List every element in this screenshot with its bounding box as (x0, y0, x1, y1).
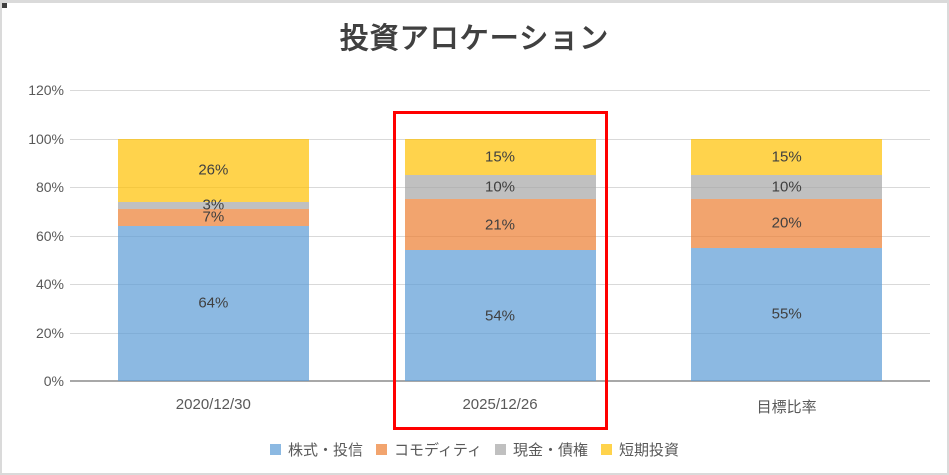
category-label: 2025/12/26 (462, 396, 538, 413)
bar-segment[interactable] (117, 225, 309, 381)
legend-label: コモディティ (393, 442, 483, 459)
data-label: 21% (484, 216, 516, 234)
legend-item[interactable]: コモディティ (375, 439, 483, 460)
legend-label: 現金・債権 (513, 442, 589, 459)
legend-item[interactable]: 短期投資 (601, 439, 679, 460)
legend-item[interactable]: 現金・債権 (495, 439, 588, 460)
category-label: 目標比率 (756, 399, 817, 416)
bar-segment[interactable] (691, 138, 883, 175)
legend-label: 株式・投信 (287, 442, 363, 459)
bar-segment[interactable] (404, 138, 596, 175)
data-label: 20% (771, 214, 802, 232)
highlight-red-box[interactable] (392, 111, 608, 430)
bar-segment[interactable] (691, 199, 883, 248)
chart-title: 投資アロケーション (339, 23, 610, 55)
bar-segment[interactable] (404, 199, 596, 251)
bar-segment[interactable] (404, 174, 596, 200)
legend-label: 短期投資 (619, 442, 680, 459)
y-axis-tick-label: 100% (28, 130, 64, 147)
y-axis-tick-label: 60% (35, 227, 64, 244)
bar-segment[interactable] (117, 138, 309, 202)
data-label: 15% (484, 148, 516, 166)
legend-item[interactable]: 株式・投信 (269, 439, 363, 460)
y-axis-tick-label: 120% (28, 82, 64, 98)
x-axis-line (70, 380, 930, 382)
data-label: 55% (771, 305, 802, 323)
data-label: 10% (484, 178, 516, 196)
data-label: 10% (771, 178, 802, 196)
bar-segment[interactable] (691, 174, 883, 200)
data-label: 26% (198, 161, 229, 179)
y-axis-tick-label: 20% (35, 324, 64, 341)
bar-segment[interactable] (404, 250, 596, 381)
bar-segment[interactable] (117, 208, 309, 226)
category-label: 2020/12/30 (175, 396, 251, 413)
legend-swatch-icon (269, 444, 281, 455)
y-axis-tick-label: 40% (35, 276, 64, 292)
bar-segment[interactable] (117, 201, 309, 209)
data-label: 54% (484, 307, 516, 325)
legend-swatch-icon (601, 444, 613, 455)
data-label: 64% (198, 294, 229, 312)
bar-segment[interactable] (691, 247, 883, 381)
y-axis-tick-label: 80% (35, 179, 64, 195)
y-axis-tick-label: 0% (43, 373, 64, 389)
legend: 株式・投信 コモディティ 現金・債権 短期投資 (2, 439, 947, 460)
gridline (70, 90, 930, 91)
plot-area: 0% 20% 40% 60% 80% 100% 120% 64% 7% 3% 26% 2020/12/… (2, 3, 947, 473)
data-label: 3% (202, 196, 225, 214)
corner-handle (2, 3, 7, 8)
data-label: 15% (771, 148, 802, 166)
data-label: 7% (202, 208, 225, 226)
legend-swatch-icon (375, 444, 387, 455)
legend-swatch-icon (495, 444, 507, 455)
